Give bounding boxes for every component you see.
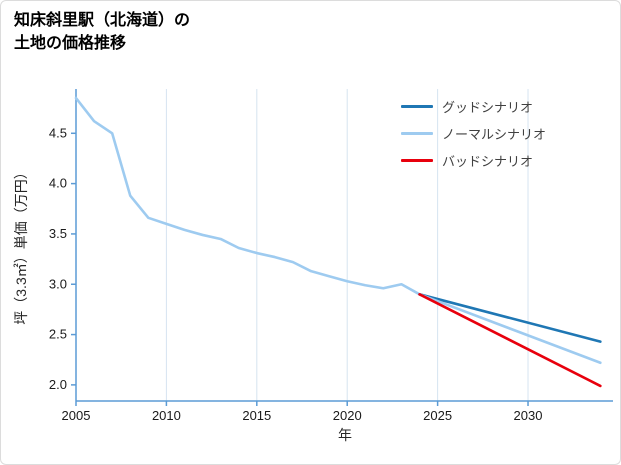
series-line-normal xyxy=(418,293,602,365)
x-tick-label: 2005 xyxy=(62,408,91,423)
y-tick-label: 2.0 xyxy=(49,377,67,392)
chart-title-line1: 知床斜里駅（北海道）の xyxy=(14,12,191,29)
x-tick-label: 2025 xyxy=(423,408,452,423)
legend-item-normal: ノーマルシナリオ xyxy=(401,120,546,147)
legend-item-good: グッドシナリオ xyxy=(401,93,546,120)
y-axis-label: 坪（3.3㎡）単価（万円） xyxy=(13,165,29,325)
x-axis-label: 年 xyxy=(338,427,352,443)
legend: グッドシナリオ ノーマルシナリオ バッドシナリオ xyxy=(401,93,546,174)
legend-line-swatch-normal xyxy=(401,132,433,135)
legend-line-swatch-bad xyxy=(401,159,433,162)
legend-line-swatch-good xyxy=(401,105,433,108)
y-tick-label: 3.0 xyxy=(49,276,67,291)
y-tick-label: 4.5 xyxy=(49,125,67,140)
series-line-bad xyxy=(418,293,602,388)
chart-title: 知床斜里駅（北海道）の 土地の価格推移 xyxy=(14,9,190,55)
x-tick-label: 2020 xyxy=(333,408,362,423)
y-tick-label: 2.5 xyxy=(49,327,67,342)
y-tick-label: 3.5 xyxy=(49,226,67,241)
chart-title-line2: 土地の価格推移 xyxy=(14,35,127,52)
x-tick-label: 2030 xyxy=(514,408,543,423)
series-line-historical xyxy=(74,96,421,296)
legend-label: ノーマルシナリオ xyxy=(442,127,547,142)
series-line-good xyxy=(418,293,602,343)
x-tick-label: 2010 xyxy=(152,408,181,423)
legend-label: グッドシナリオ xyxy=(442,100,534,115)
x-tick-label: 2015 xyxy=(242,408,271,423)
legend-item-bad: バッドシナリオ xyxy=(401,147,546,174)
y-tick-label: 4.0 xyxy=(49,176,67,191)
legend-label: バッドシナリオ xyxy=(442,154,534,169)
